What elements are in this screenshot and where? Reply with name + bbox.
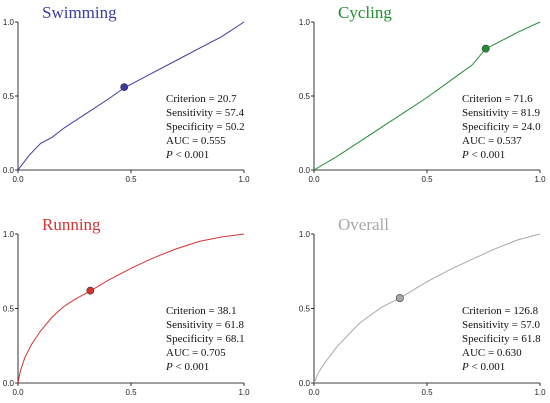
stat-auc: AUC = 0.705 <box>166 347 226 359</box>
stat-auc: AUC = 0.537 <box>462 135 522 147</box>
roc-panel-swimming: 0.0 0.5 1.0 0.0 0.5 1.0 Swimming Criterion = 20… <box>3 3 250 184</box>
chart-title: Overall <box>338 215 389 234</box>
y-tick-label: 0.0 <box>299 166 311 175</box>
stat-specificity: Specificity = 68.1 <box>166 333 245 345</box>
y-tick-label: 1.0 <box>3 230 15 239</box>
cutoff-point-marker <box>120 83 129 92</box>
roc-panel-overall: 0.0 0.5 1.0 0.0 0.5 1.0 Overall Criterion = 126… <box>299 215 546 397</box>
stat-criterion: Criterion = 71.6 <box>462 93 533 105</box>
chart-title: Swimming <box>42 3 117 22</box>
x-tick-label: 0.5 <box>421 175 433 184</box>
roc-curve-swimming <box>17 21 245 171</box>
chart-title: Cycling <box>338 3 392 22</box>
stat-sensitivity: Sensitivity = 57.0 <box>462 319 541 331</box>
y-tick-label: 0.0 <box>3 379 15 388</box>
y-tick-label: 0.0 <box>3 166 15 175</box>
cutoff-point-marker <box>86 286 95 295</box>
stat-p: P < 0.001 <box>165 149 209 161</box>
stat-auc: AUC = 0.555 <box>166 135 226 147</box>
stat-p: P < 0.001 <box>165 361 209 373</box>
stat-sensitivity: Sensitivity = 81.9 <box>462 107 541 119</box>
cutoff-point-marker <box>481 44 490 53</box>
x-tick-label: 0.0 <box>12 388 24 397</box>
y-tick-label: 0.5 <box>3 92 15 101</box>
chart-title: Running <box>42 215 101 234</box>
x-tick-label: 1.0 <box>238 175 250 184</box>
stat-criterion: Criterion = 38.1 <box>166 305 237 317</box>
x-tick-label: 0.5 <box>421 388 433 397</box>
x-tick-label: 0.5 <box>125 388 137 397</box>
roc-panel-running: 0.0 0.5 1.0 0.0 0.5 1.0 Running Criterion = 38.… <box>3 215 250 397</box>
y-tick-label: 0.5 <box>299 92 311 101</box>
y-tick-label: 0.5 <box>299 305 311 314</box>
stat-auc: AUC = 0.630 <box>462 347 522 359</box>
stat-criterion: Criterion = 126.8 <box>462 305 539 317</box>
x-tick-label: 1.0 <box>534 175 546 184</box>
y-tick-label: 0.5 <box>3 305 15 314</box>
x-tick-label: 1.0 <box>238 388 250 397</box>
roc-curve-running <box>17 233 245 384</box>
x-tick-label: 0.0 <box>308 175 320 184</box>
stat-specificity: Specificity = 50.2 <box>166 121 245 133</box>
y-tick-label: 1.0 <box>299 18 311 27</box>
stat-p: P < 0.001 <box>461 361 505 373</box>
roc-curve-cycling <box>313 21 541 171</box>
stat-specificity: Specificity = 24.0 <box>462 121 541 133</box>
x-tick-label: 0.5 <box>125 175 137 184</box>
roc-panel-cycling: 0.0 0.5 1.0 0.0 0.5 1.0 Cycling Criterion = 71.… <box>299 3 546 184</box>
stat-criterion: Criterion = 20.7 <box>166 93 237 105</box>
y-tick-label: 1.0 <box>299 230 311 239</box>
y-tick-label: 1.0 <box>3 18 15 27</box>
stat-sensitivity: Sensitivity = 57.4 <box>166 107 245 119</box>
stat-sensitivity: Sensitivity = 61.8 <box>166 319 245 331</box>
x-tick-label: 0.0 <box>12 175 24 184</box>
x-tick-label: 0.0 <box>308 388 320 397</box>
x-tick-label: 1.0 <box>534 388 546 397</box>
y-tick-label: 0.0 <box>299 379 311 388</box>
stat-specificity: Specificity = 61.8 <box>462 333 541 345</box>
stat-p: P < 0.001 <box>461 149 505 161</box>
cutoff-point-marker <box>395 294 404 302</box>
